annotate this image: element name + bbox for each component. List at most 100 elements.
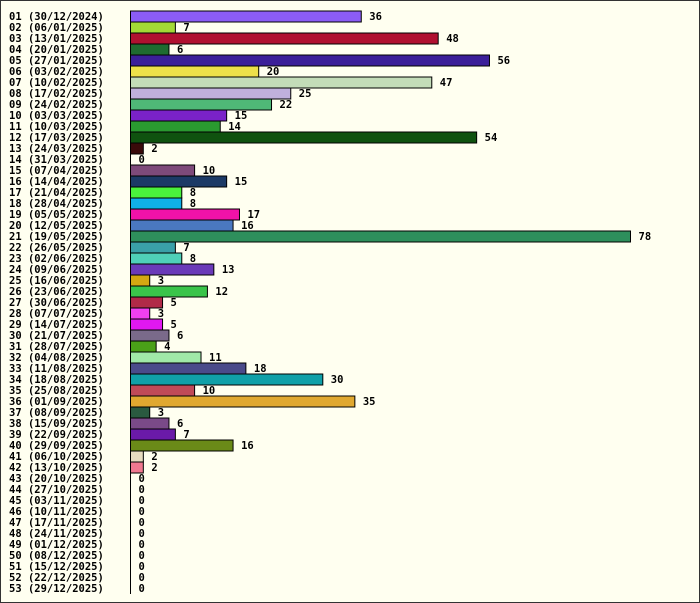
category-label: 19 (05/05/2025) bbox=[9, 209, 104, 221]
category-label: 40 (29/09/2025) bbox=[9, 440, 104, 452]
bar bbox=[130, 208, 240, 221]
bar bbox=[130, 186, 183, 199]
value-label: 13 bbox=[222, 264, 235, 276]
category-label: 01 (30/12/2024) bbox=[9, 11, 104, 23]
value-label: 0 bbox=[139, 484, 145, 496]
value-label: 36 bbox=[369, 11, 382, 23]
category-label: 09 (24/02/2025) bbox=[9, 99, 104, 111]
value-label: 22 bbox=[280, 99, 293, 111]
category-label: 49 (01/12/2025) bbox=[9, 539, 104, 551]
bar bbox=[130, 274, 151, 287]
category-label: 04 (20/01/2025) bbox=[9, 44, 104, 56]
bar bbox=[130, 351, 202, 364]
category-label: 08 (17/02/2025) bbox=[9, 88, 104, 100]
category-label: 18 (28/04/2025) bbox=[9, 198, 104, 210]
category-label: 05 (27/01/2025) bbox=[9, 55, 104, 67]
value-label: 2 bbox=[151, 143, 157, 155]
value-label: 7 bbox=[183, 22, 189, 34]
value-label: 14 bbox=[228, 121, 241, 133]
bar bbox=[130, 307, 151, 320]
bar bbox=[130, 32, 439, 45]
category-label: 41 (06/10/2025) bbox=[9, 451, 104, 463]
bar bbox=[130, 417, 170, 430]
category-label: 38 (15/09/2025) bbox=[9, 418, 104, 430]
value-label: 17 bbox=[247, 209, 260, 221]
bar bbox=[130, 65, 260, 78]
category-label: 22 (26/05/2025) bbox=[9, 242, 104, 254]
value-label: 0 bbox=[139, 154, 145, 166]
value-label: 8 bbox=[190, 198, 196, 210]
value-label: 0 bbox=[139, 506, 145, 518]
value-label: 2 bbox=[151, 451, 157, 463]
value-label: 48 bbox=[446, 33, 459, 45]
value-label: 0 bbox=[139, 539, 145, 551]
category-label: 39 (22/09/2025) bbox=[9, 429, 104, 441]
value-label: 0 bbox=[139, 550, 145, 562]
category-label: 50 (08/12/2025) bbox=[9, 550, 104, 562]
value-label: 5 bbox=[171, 319, 177, 331]
category-label: 30 (21/07/2025) bbox=[9, 330, 104, 342]
value-label: 3 bbox=[158, 275, 164, 287]
category-label: 13 (24/03/2025) bbox=[9, 143, 104, 155]
bar bbox=[130, 296, 164, 309]
bar bbox=[130, 175, 228, 188]
value-label: 7 bbox=[183, 242, 189, 254]
category-label: 52 (22/12/2025) bbox=[9, 572, 104, 584]
bar bbox=[130, 263, 215, 276]
category-label: 34 (18/08/2025) bbox=[9, 374, 104, 386]
category-label: 25 (16/06/2025) bbox=[9, 275, 104, 287]
value-label: 7 bbox=[183, 429, 189, 441]
value-label: 18 bbox=[254, 363, 267, 375]
value-label: 35 bbox=[363, 396, 376, 408]
value-label: 20 bbox=[267, 66, 280, 78]
category-label: 36 (01/09/2025) bbox=[9, 396, 104, 408]
value-label: 16 bbox=[241, 440, 254, 452]
category-label: 53 (29/12/2025) bbox=[9, 583, 104, 595]
value-label: 47 bbox=[440, 77, 453, 89]
value-label: 10 bbox=[203, 165, 216, 177]
bar bbox=[130, 241, 176, 254]
bar bbox=[130, 109, 228, 122]
bar bbox=[130, 450, 144, 463]
value-label: 6 bbox=[177, 44, 183, 56]
bar bbox=[130, 164, 196, 177]
value-label: 3 bbox=[158, 308, 164, 320]
value-label: 10 bbox=[203, 385, 216, 397]
bar bbox=[130, 439, 234, 452]
bar bbox=[130, 10, 362, 23]
category-label: 37 (08/09/2025) bbox=[9, 407, 104, 419]
category-label: 11 (10/03/2025) bbox=[9, 121, 104, 133]
value-label: 56 bbox=[497, 55, 510, 67]
category-label: 27 (30/06/2025) bbox=[9, 297, 104, 309]
bar bbox=[130, 373, 324, 386]
value-label: 15 bbox=[235, 176, 248, 188]
value-label: 0 bbox=[139, 583, 145, 595]
bar bbox=[130, 461, 144, 474]
bar bbox=[130, 340, 157, 353]
category-label: 10 (03/03/2025) bbox=[9, 110, 104, 122]
value-label: 12 bbox=[215, 286, 228, 298]
value-label: 0 bbox=[139, 561, 145, 573]
category-label: 44 (27/10/2025) bbox=[9, 484, 104, 496]
value-label: 30 bbox=[331, 374, 344, 386]
category-label: 20 (12/05/2025) bbox=[9, 220, 104, 232]
value-label: 6 bbox=[177, 330, 183, 342]
category-label: 48 (24/11/2025) bbox=[9, 528, 104, 540]
value-label: 8 bbox=[190, 253, 196, 265]
category-label: 02 (06/01/2025) bbox=[9, 22, 104, 34]
value-label: 0 bbox=[139, 473, 145, 485]
category-label: 29 (14/07/2025) bbox=[9, 319, 104, 331]
category-label: 06 (03/02/2025) bbox=[9, 66, 104, 78]
category-label: 14 (31/03/2025) bbox=[9, 154, 104, 166]
bar bbox=[130, 362, 247, 375]
value-label: 6 bbox=[177, 418, 183, 430]
value-label: 5 bbox=[171, 297, 177, 309]
value-label: 54 bbox=[485, 132, 498, 144]
bar bbox=[130, 285, 208, 298]
value-labels: 3674865620472522151454201015881716787813… bbox=[139, 11, 652, 595]
bar bbox=[130, 428, 176, 441]
value-label: 4 bbox=[164, 341, 170, 353]
category-label: 23 (02/06/2025) bbox=[9, 253, 104, 265]
category-label: 51 (15/12/2025) bbox=[9, 561, 104, 573]
